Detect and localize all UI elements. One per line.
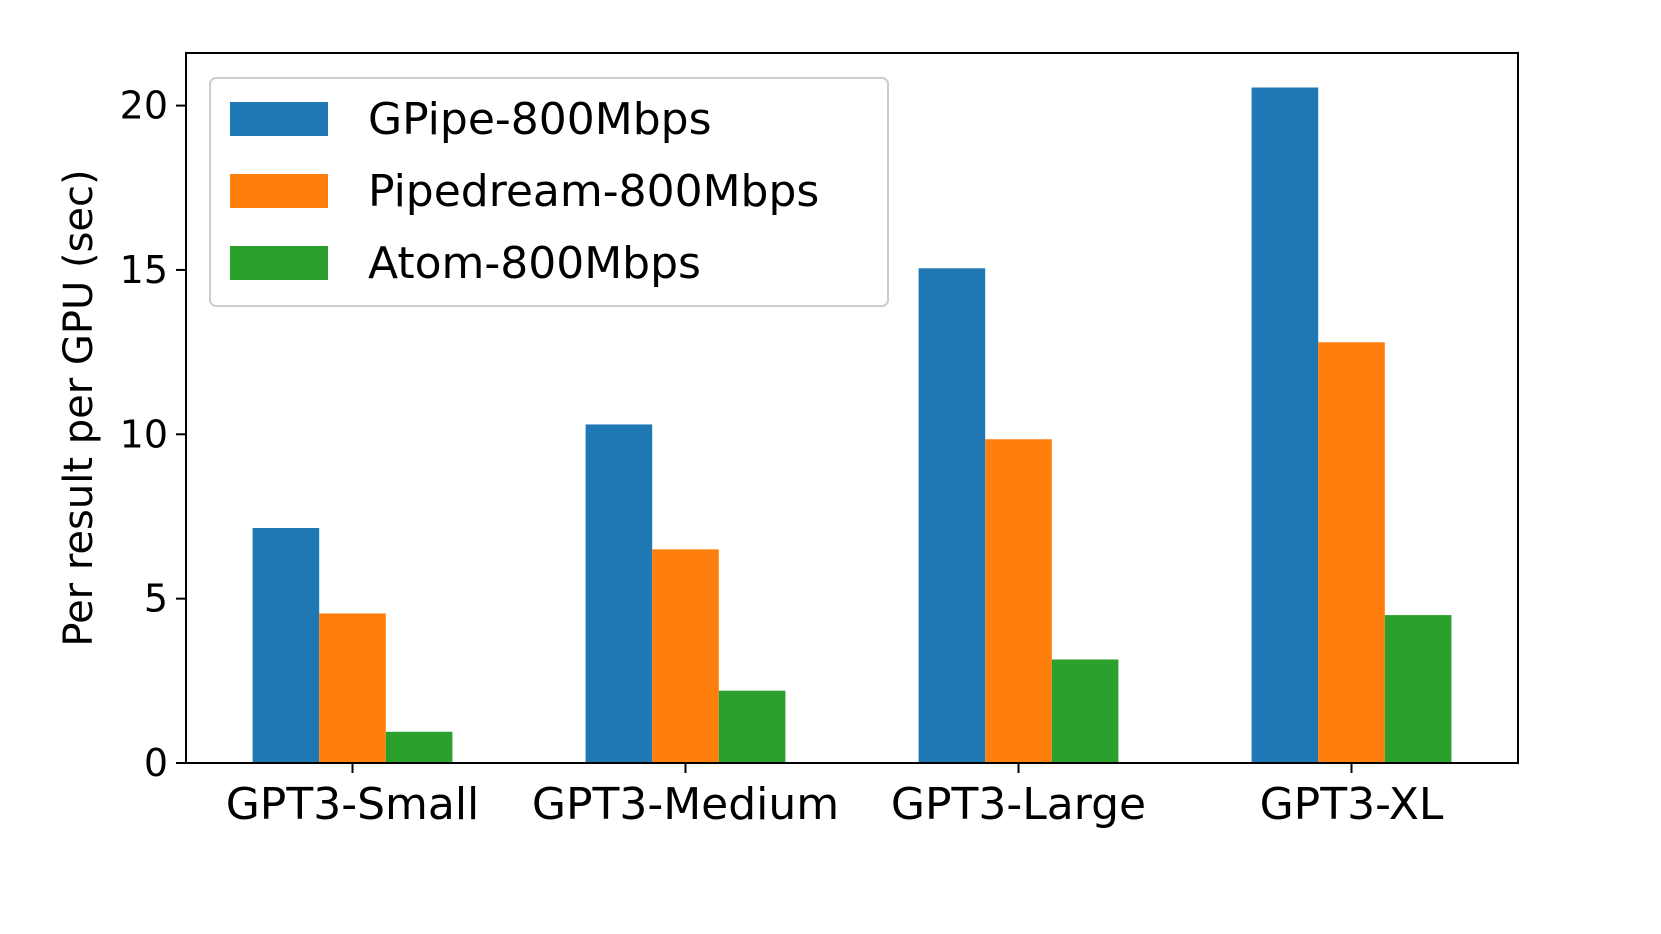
legend-swatch-pipedream-800mbps — [230, 174, 328, 208]
axes-group: 0 5 10 15 20 GPT3-Small GPT3-Medium GPT3-Large G… — [120, 52, 1519, 830]
y-tick-label: 10 — [120, 412, 168, 456]
legend-label-atom-800mbps: Atom-800Mbps — [368, 238, 701, 289]
bar-pipedream-800mbps-gpt3-large — [985, 439, 1052, 763]
legend-swatch-gpipe-800mbps — [230, 102, 328, 136]
bar-atom-800mbps-gpt3-large — [1051, 659, 1119, 763]
x-tick-label: GPT3-Small — [226, 779, 480, 830]
bar-gpipe-800mbps-gpt3-xl — [1251, 87, 1319, 763]
x-tick-label: GPT3-XL — [1260, 779, 1444, 830]
plot-frame — [185, 52, 1519, 764]
y-tick-label: 20 — [120, 84, 168, 128]
bar-pipedream-800mbps-gpt3-medium — [652, 549, 719, 763]
bar-pipedream-800mbps-gpt3-small — [319, 613, 386, 763]
x-tick-label: GPT3-Large — [891, 779, 1146, 830]
bar-atom-800mbps-gpt3-small — [385, 731, 453, 763]
bar-pipedream-800mbps-gpt3-xl — [1318, 342, 1385, 763]
bar-gpipe-800mbps-gpt3-large — [918, 268, 986, 763]
legend-label-gpipe-800mbps: GPipe-800Mbps — [368, 94, 712, 145]
y-tick-label: 15 — [120, 248, 168, 292]
y-tick-label: 5 — [144, 577, 168, 621]
legend-frame — [209, 77, 889, 307]
bar-gpipe-800mbps-gpt3-small — [252, 527, 320, 763]
bar-atom-800mbps-gpt3-medium — [718, 690, 786, 763]
bar-gpipe-800mbps-gpt3-medium — [585, 424, 653, 763]
y-tick-label: 0 — [144, 741, 168, 785]
legend: GPipe-800Mbps Pipedream-800Mbps Atom-800Mb… — [209, 77, 889, 307]
bars-group — [252, 87, 1452, 763]
legend-label-pipedream-800mbps: Pipedream-800Mbps — [368, 166, 819, 217]
x-tick-label: GPT3-Medium — [532, 779, 839, 830]
legend-swatch-atom-800mbps — [230, 246, 328, 280]
y-axis-label: Per result per GPU (sec) — [56, 169, 102, 646]
bar-atom-800mbps-gpt3-xl — [1384, 615, 1452, 763]
